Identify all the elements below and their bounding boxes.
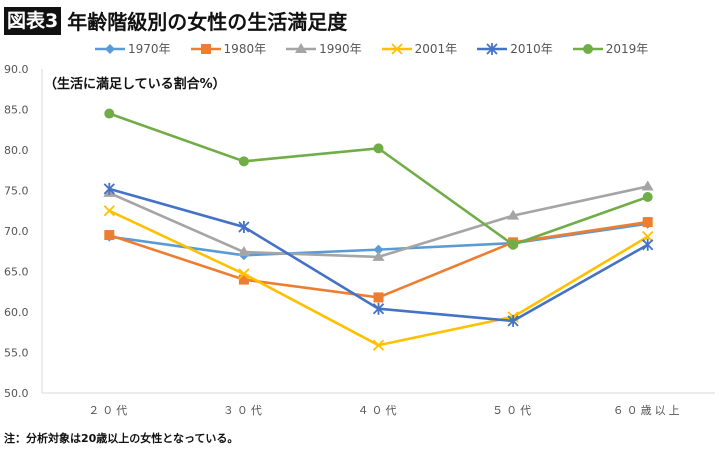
data-point-triangle: [507, 209, 520, 220]
legend-label: 2010年: [510, 42, 553, 56]
data-point-x: [372, 339, 385, 351]
y-axis-label: （生活に満足している割合%）: [44, 77, 226, 92]
data-point-square: [200, 43, 211, 54]
data-point-circle: [238, 156, 249, 167]
legend-item: 1980年: [190, 40, 267, 57]
data-point-triangle: [237, 246, 250, 257]
legend-item: 2010年: [477, 40, 553, 57]
data-point-triangle: [295, 42, 308, 53]
series-line: [108, 209, 649, 347]
data-point-triangle: [372, 250, 385, 261]
legend-swatch-icon: [190, 43, 221, 54]
data-point-x: [238, 268, 250, 280]
legend-swatch-icon: [381, 42, 412, 55]
legend-label: 2019年: [605, 42, 649, 56]
data-point-star: [507, 314, 519, 327]
data-point-x: [391, 42, 403, 55]
data-point-star: [103, 182, 115, 195]
data-point-star: [372, 302, 385, 315]
figure-badge: 図表3: [4, 6, 62, 35]
data-point-x: [103, 205, 115, 217]
x-tick-label: ５０代: [492, 404, 534, 417]
chart-title: 図表3 年齢階級別の女性の生活満足度: [4, 6, 347, 35]
y-tick-label: 85.0: [4, 104, 29, 117]
y-tick-label: 55.0: [4, 347, 29, 360]
data-point-square: [373, 292, 384, 303]
y-tick-label: 60.0: [4, 306, 29, 319]
data-point-diamond: [373, 244, 384, 255]
data-point-circle: [508, 239, 519, 250]
data-point-circle: [582, 43, 593, 54]
x-tick-label: ４０代: [358, 404, 400, 417]
series-1990年: [103, 180, 654, 261]
series-line: [108, 112, 649, 247]
data-point-square: [642, 217, 653, 228]
data-point-triangle: [641, 180, 654, 191]
legend-swatch-icon: [286, 42, 317, 53]
legend-item: 1990年: [286, 40, 362, 57]
data-point-circle: [642, 191, 653, 202]
data-point-star: [238, 220, 250, 233]
series-2001年: [103, 205, 654, 351]
y-tick-label: 50.0: [4, 387, 29, 400]
title-text: 年齢階級別の女性の生活満足度: [67, 10, 348, 34]
legend-label: 1980年: [223, 42, 267, 56]
y-tick-label: 80.0: [4, 144, 29, 157]
x-tick-label: ３０代: [223, 404, 265, 417]
y-tick-label: 75.0: [4, 185, 29, 198]
legend-swatch-icon: [95, 43, 125, 54]
y-tick-label: 70.0: [4, 225, 29, 238]
data-point-square: [238, 274, 249, 285]
legend-label: 1990年: [319, 42, 362, 56]
series-2019年: [104, 108, 653, 250]
data-point-square: [104, 230, 115, 241]
x-tick-label: ６０歳以上: [613, 404, 683, 417]
y-tick-label: 65.0: [4, 266, 29, 279]
legend: 1970年 1980年 1990年 2001年 2010年 2019年: [95, 40, 648, 57]
legend-label: 1970年: [128, 42, 171, 56]
data-point-star: [642, 238, 654, 251]
data-point-circle: [373, 143, 384, 154]
y-tick-label: 90.0: [4, 63, 29, 76]
footnote: 注：分析対象は20歳以上の女性となっている。: [4, 432, 239, 445]
data-point-circle: [104, 108, 115, 119]
series-2010年: [103, 182, 654, 327]
legend-item: 1970年: [95, 40, 171, 57]
data-point-diamond: [105, 43, 115, 54]
legend-swatch-icon: [572, 43, 603, 54]
legend-label: 2001年: [414, 42, 458, 56]
legend-item: 2001年: [381, 40, 458, 57]
data-point-x: [642, 231, 654, 243]
data-point-star: [486, 42, 498, 55]
legend-swatch-icon: [477, 42, 508, 55]
legend-item: 2019年: [572, 40, 649, 57]
x-tick-label: ２０代: [88, 404, 130, 417]
